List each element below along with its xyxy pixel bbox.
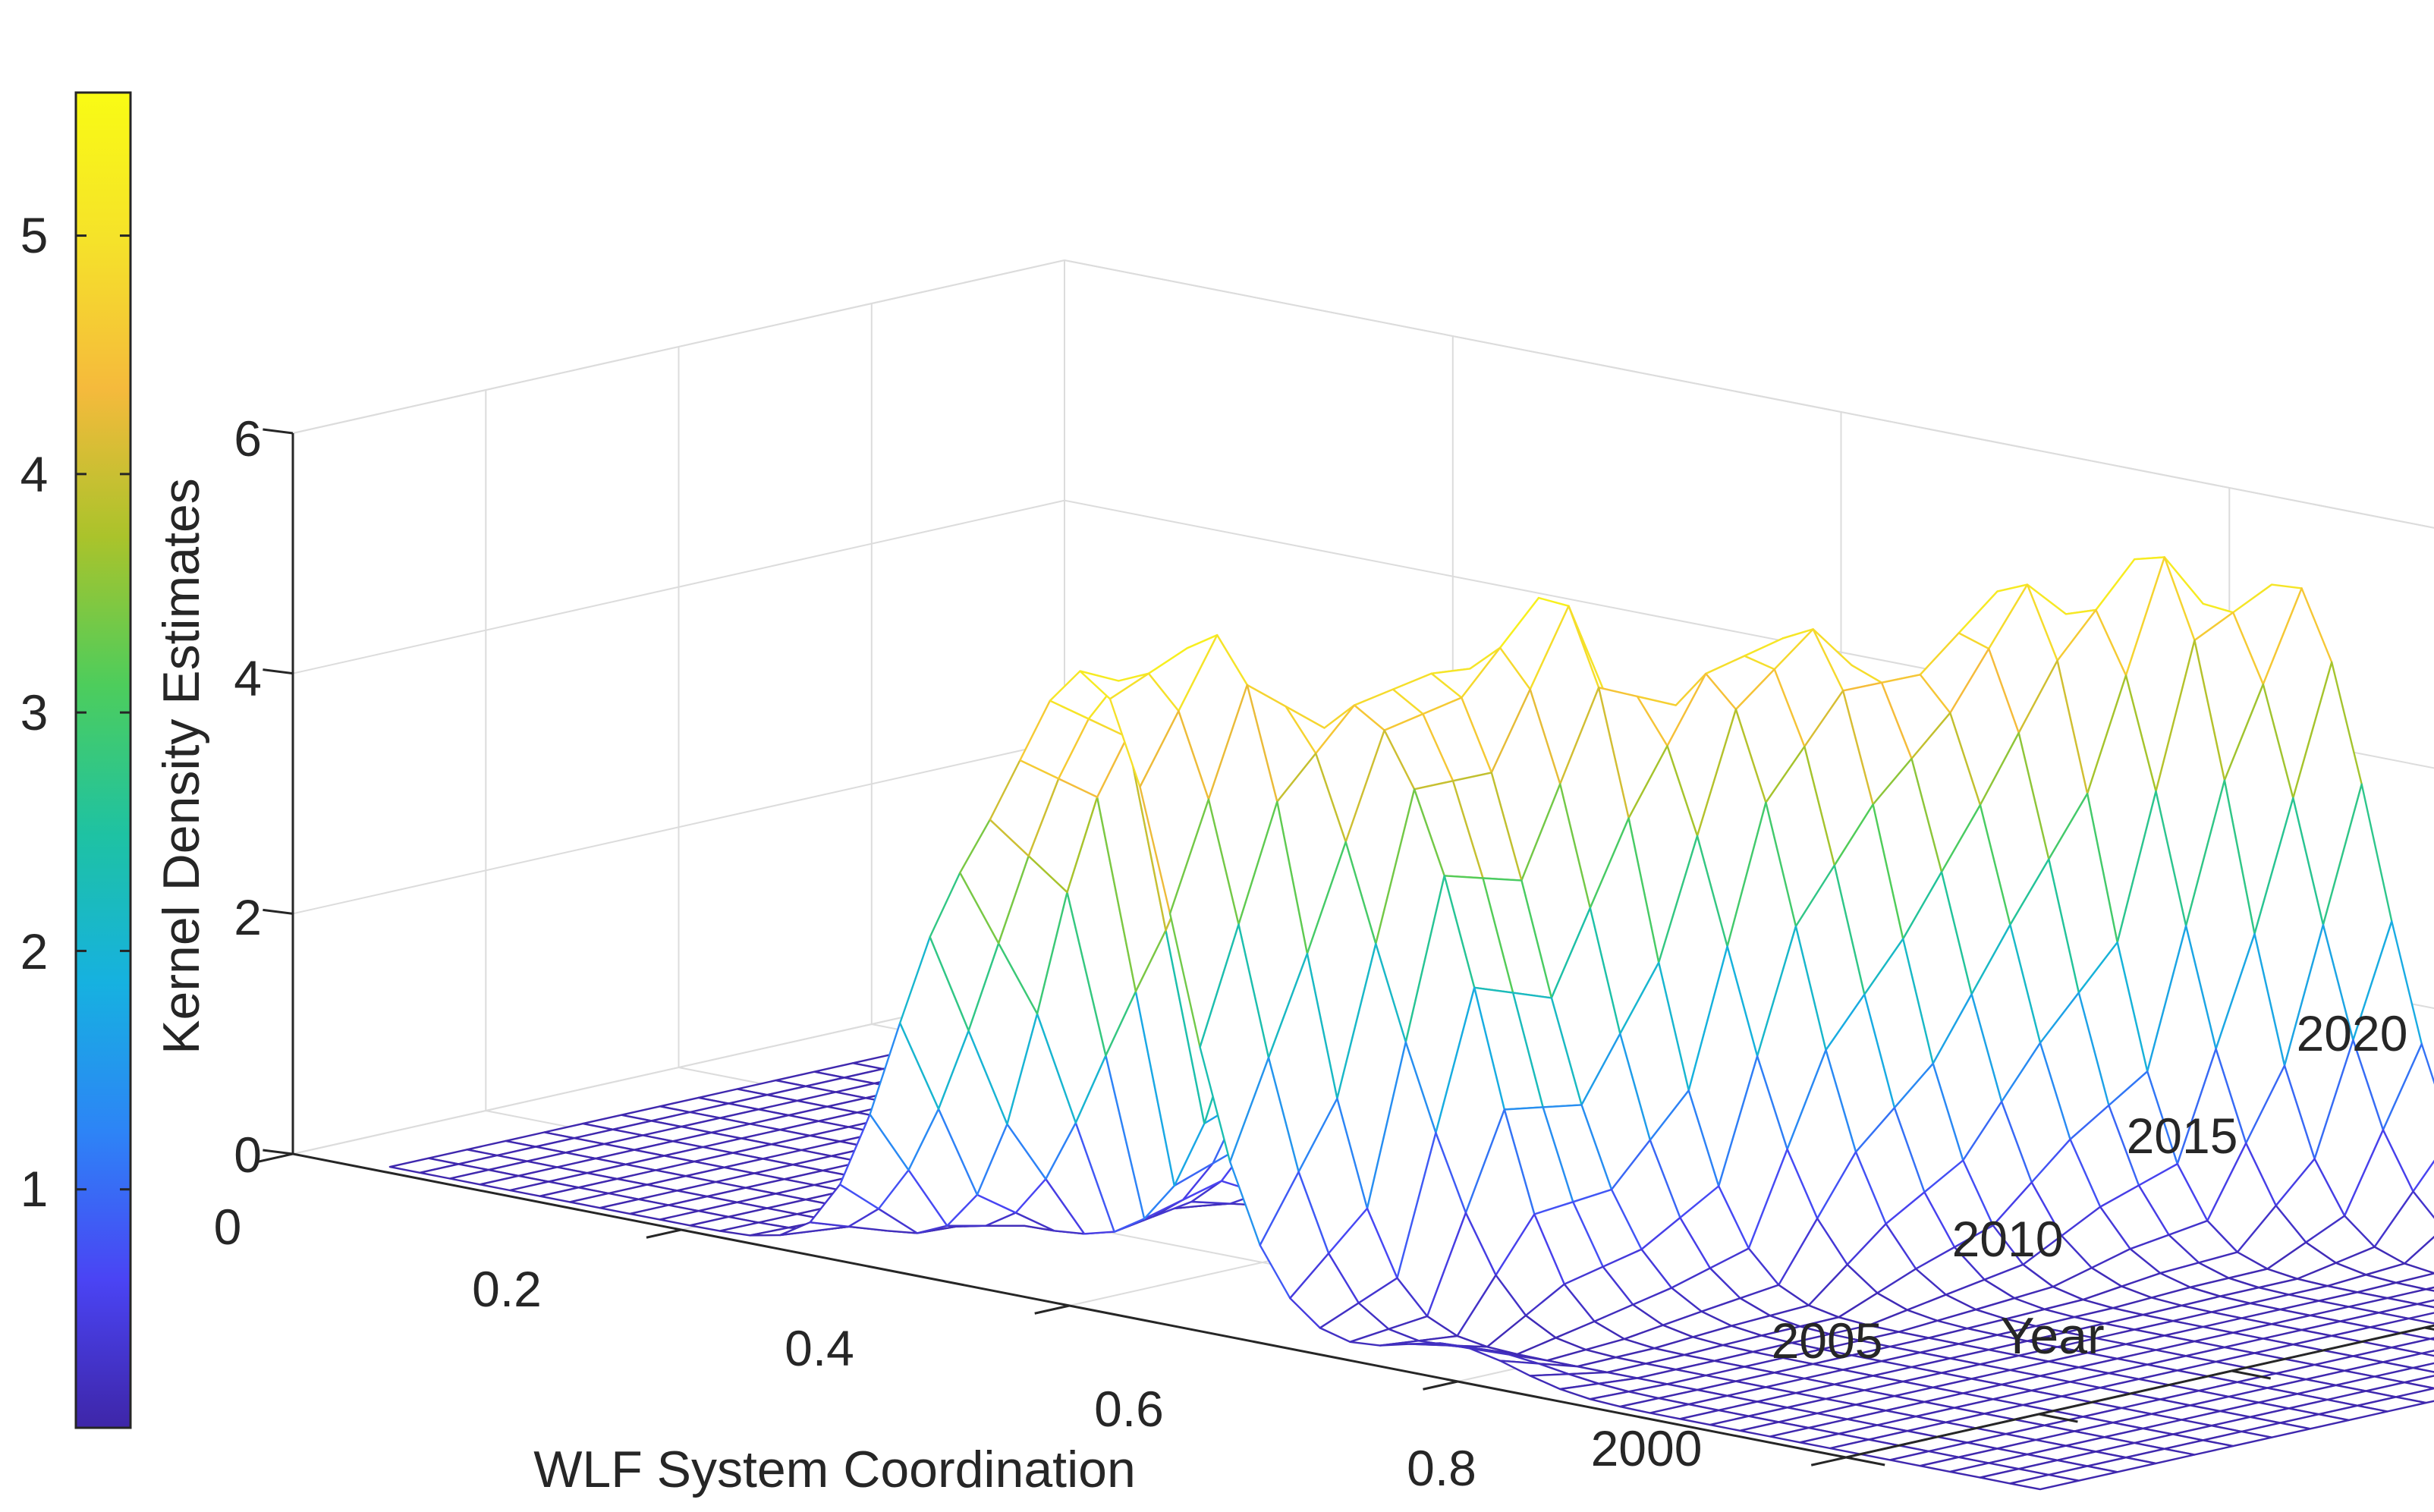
- colorbar-tick-label-3: 3: [20, 684, 49, 740]
- x-tick-label-0.6: 0.6: [1094, 1381, 1164, 1437]
- x-tick-label-0: 0: [214, 1199, 242, 1255]
- x-tick-mark: [1810, 1456, 1847, 1466]
- x-tick-label-0.4: 0.4: [785, 1320, 854, 1376]
- z-tick-label-0: 0: [234, 1127, 262, 1183]
- colorbar-tick-label-2: 2: [20, 923, 49, 979]
- y-tick-mark: [2424, 1326, 2434, 1331]
- y-tick-label-2020: 2020: [2297, 1005, 2408, 1061]
- x-tick-label-0.2: 0.2: [472, 1261, 542, 1317]
- y-tick-mark: [2231, 1369, 2271, 1380]
- tick-marks: [257, 428, 2434, 1466]
- z-tick-label-4: 4: [234, 650, 262, 706]
- z-tick-mark: [263, 668, 294, 675]
- y-tick-label-2010: 2010: [1952, 1211, 2064, 1267]
- colorbar-tick-label-4: 4: [20, 446, 49, 502]
- y-tick-mark: [1845, 1456, 1885, 1466]
- y-tick-mark: [2038, 1413, 2078, 1423]
- x-tick-mark: [1423, 1380, 1458, 1391]
- z-tick-mark: [263, 1149, 294, 1155]
- surface-patch: [2009, 1473, 2080, 1491]
- y-tick-label-2000: 2000: [1591, 1420, 1703, 1476]
- colorbar-tick-label-5: 5: [20, 207, 49, 263]
- colorbar-tick-label-1: 1: [20, 1161, 49, 1217]
- z-tick-label-2: 2: [234, 889, 262, 945]
- x-tick-mark: [257, 1152, 294, 1163]
- x-tick-mark: [1034, 1304, 1070, 1315]
- axes-box-edge: [1064, 259, 2434, 529]
- x-tick-label-0.8: 0.8: [1407, 1440, 1476, 1496]
- colorbar-ticks: [76, 234, 131, 1191]
- y-tick-label-2015: 2015: [2127, 1108, 2238, 1164]
- z-tick-mark: [263, 908, 294, 915]
- z-tick-label-6: 6: [234, 410, 262, 467]
- y-axis-title: Year: [2000, 1307, 2104, 1365]
- z-axis-title: Kernel Density Estimates: [153, 478, 210, 1055]
- y-tick-label-2005: 2005: [1772, 1312, 1883, 1369]
- z-tick-mark: [263, 428, 294, 435]
- surface-patch: [2416, 1299, 2434, 1309]
- colorbar: [74, 91, 132, 1429]
- z-gridline: [292, 259, 2434, 529]
- x-axis-title: WLF System Coordination: [533, 1441, 1136, 1498]
- surface-mesh: [388, 556, 2434, 1491]
- x-tick-mark: [646, 1228, 682, 1239]
